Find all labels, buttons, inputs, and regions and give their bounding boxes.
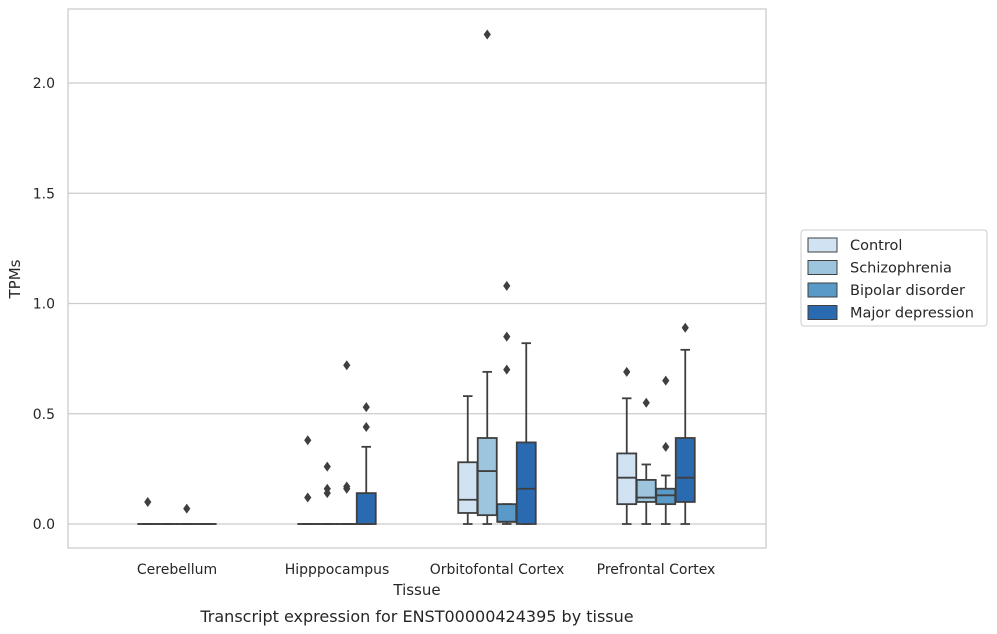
- box-body: [635, 478, 657, 503]
- x-tick-label: Orbitofontal Cortex: [430, 562, 565, 578]
- outlier-point: [144, 496, 152, 507]
- box-schizophrenia: [476, 29, 498, 525]
- y-axis-label: TPMs: [6, 259, 24, 299]
- box-body: [355, 492, 377, 525]
- box-body: [457, 461, 479, 514]
- outlier-point: [662, 441, 670, 452]
- outlier-point: [681, 322, 689, 333]
- legend-swatch: [807, 237, 838, 253]
- legend-frame: [800, 229, 988, 327]
- box-control: [297, 435, 319, 525]
- legend-swatch: [807, 282, 838, 298]
- legend-item: Schizophrenia: [807, 260, 952, 277]
- legend-label: Bipolar disorder: [850, 283, 965, 299]
- legend-item: Bipolar disorder: [807, 282, 965, 299]
- y-tick-label: 0.5: [33, 407, 55, 423]
- boxes: [137, 29, 696, 525]
- box-major-depression: [674, 322, 696, 525]
- box-body: [674, 437, 696, 503]
- legend: Control Schizophrenia Bipolar disorder Majo…: [800, 229, 988, 327]
- box-body: [496, 503, 518, 523]
- legend-item: Control: [807, 237, 902, 254]
- box-schizophrenia: [635, 397, 657, 525]
- y-axis-ticks: 0.0 0.5 1.0 1.5 2.0: [33, 76, 55, 533]
- legend-swatch: [807, 305, 838, 320]
- outlier-point: [662, 375, 670, 386]
- legend-items: Control Schizophrenia Bipolar disorder Majo…: [807, 237, 974, 322]
- box-schizophrenia: [316, 461, 338, 525]
- box-major-depression: [355, 402, 377, 525]
- legend-swatch: [807, 260, 838, 275]
- outlier-point: [343, 360, 351, 371]
- box-bipolar-disorder: [176, 503, 198, 525]
- box-body: [655, 487, 677, 506]
- y-tick-label: 0.0: [33, 517, 55, 533]
- chart-caption: Transcript expression for ENST0000042439…: [199, 607, 633, 626]
- outlier-point: [362, 421, 370, 432]
- box-bipolar-disorder: [496, 280, 518, 525]
- outlier-point: [323, 488, 331, 499]
- gridlines: [68, 82, 766, 525]
- x-axis-ticks: Cerebellum Hipppocampus Orbitofontal Corte…: [137, 562, 715, 578]
- box-body: [616, 452, 638, 506]
- x-tick-label: Cerebellum: [137, 562, 217, 578]
- box-major-depression: [515, 342, 537, 525]
- outlier-point: [343, 483, 351, 494]
- x-axis-label: Tissue: [392, 581, 440, 599]
- box-body: [515, 441, 537, 525]
- outlier-point: [503, 280, 511, 291]
- box-control: [137, 496, 159, 525]
- outlier-point: [304, 435, 312, 446]
- legend-label: Schizophrenia: [850, 261, 952, 277]
- x-tick-label: Hipppocampus: [285, 562, 390, 578]
- outlier-point: [503, 364, 511, 375]
- outlier-point: [362, 402, 370, 413]
- outlier-point: [304, 492, 312, 503]
- box-body: [476, 437, 498, 517]
- outlier-point: [183, 503, 191, 514]
- outlier-point: [642, 397, 650, 408]
- box-control: [616, 366, 638, 525]
- x-tick-label: Prefrontal Cortex: [597, 562, 716, 578]
- outlier-point: [483, 29, 491, 40]
- box-bipolar-disorder: [336, 360, 358, 525]
- outlier-point: [323, 461, 331, 472]
- outlier-point: [623, 366, 631, 377]
- legend-label: Major depression: [850, 306, 974, 322]
- outlier-point: [503, 331, 511, 342]
- legend-label: Control: [850, 238, 902, 254]
- y-tick-label: 1.0: [33, 297, 55, 313]
- plot-frame: [67, 8, 767, 549]
- legend-item: Major depression: [807, 305, 974, 322]
- y-tick-label: 1.5: [33, 186, 55, 202]
- box-bipolar-disorder: [655, 375, 677, 525]
- box-control: [457, 395, 479, 525]
- y-tick-label: 2.0: [33, 76, 55, 92]
